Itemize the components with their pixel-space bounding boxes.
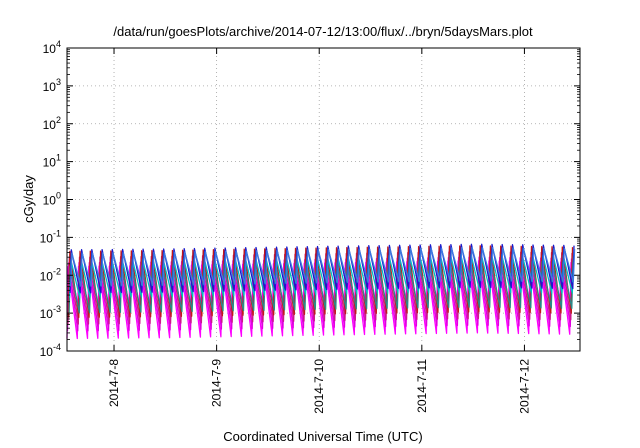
y-tick-label: 10-1 [40,228,61,245]
x-tick-label: 2014-7-8 [107,359,121,407]
y-tick-label: 103 [43,77,61,94]
y-tick-label: 100 [43,191,61,208]
y-tick-label: 10-2 [40,266,61,283]
y-axis: 10-4 10-3 10-2 10-1 100 101 102 103 104 [40,39,580,359]
chart-title: /data/run/goesPlots/archive/2014-07-12/1… [113,24,533,39]
y-axis-label: cGy/day [21,175,36,223]
x-tick-label: 2014-7-9 [210,359,224,407]
y-tick-label: 10-4 [40,342,61,359]
y-tick-label: 104 [43,39,61,56]
x-tick-label: 2014-7-10 [312,359,326,414]
series-group [66,243,576,340]
x-tick-label: 2014-7-12 [517,359,531,414]
x-tick-label: 2014-7-11 [415,359,429,413]
y-tick-label: 102 [43,115,61,132]
y-tick-label: 101 [43,153,61,170]
x-axis-label: Coordinated Universal Time (UTC) [223,429,422,444]
series-line-8 [69,246,576,287]
y-tick-label: 10-3 [40,304,61,321]
x-axis: 2014-7-8 2014-7-9 2014-7-10 2014-7-11 2014-7… [107,48,531,414]
